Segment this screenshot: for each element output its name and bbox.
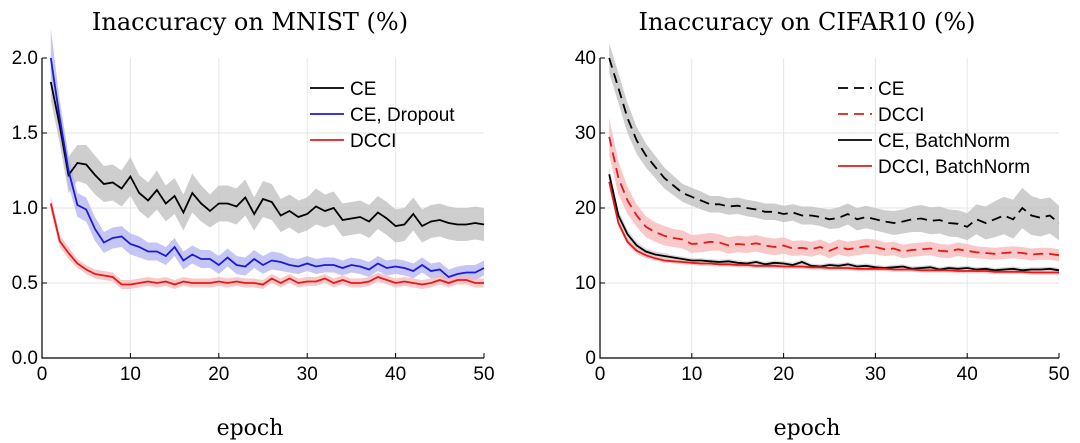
chart-title-mnist: Inaccuracy on MNIST (%)	[92, 8, 408, 36]
y-tick-label: 1.0	[12, 198, 38, 219]
x-tick-label: 40	[385, 364, 406, 385]
legend-label: CE, Dropout	[350, 105, 455, 126]
x-axis-label-mnist: epoch	[217, 416, 284, 441]
x-tick-label: 10	[681, 364, 702, 385]
series-line	[49, 203, 484, 286]
y-tick-label: 40	[575, 48, 596, 69]
x-tick-label: 20	[208, 364, 229, 385]
confidence-band	[50, 64, 485, 243]
confidence-band	[50, 28, 485, 285]
y-tick-label: 1.5	[12, 123, 38, 144]
confidence-band	[609, 43, 1059, 241]
x-tick-label: 10	[120, 364, 141, 385]
legend-label: CE	[878, 79, 904, 100]
y-tick-label: 30	[575, 123, 596, 144]
legend-label: DCCI, BatchNorm	[878, 157, 1030, 178]
x-axis-label-cifar10: epoch	[774, 416, 841, 441]
series-line	[608, 136, 1060, 257]
y-tick-label: 20	[575, 198, 596, 219]
series-line	[608, 57, 1060, 228]
y-tick-label: 0.0	[12, 348, 38, 369]
confidence-band	[609, 118, 1059, 262]
series-line	[608, 181, 1059, 274]
x-tick-label: 40	[957, 364, 978, 385]
legend-label: DCCI	[350, 131, 396, 152]
series-line	[608, 174, 1060, 272]
series-line	[49, 81, 485, 228]
chart-mnist: 0 10 20 30 40 50 0.0 0.5 1.0 1.5 2.0 CE CE, Dropout D…	[12, 28, 495, 385]
x-tick-label: 50	[473, 364, 494, 385]
x-tick-label: 30	[297, 364, 318, 385]
series-line	[49, 57, 485, 279]
chart-cifar10: 0 10 20 30 40 50 0 10 20 30 40 CE DCCI CE, BatchNorm D…	[575, 43, 1070, 385]
y-tick-label: 0	[585, 348, 596, 369]
x-tick-label: 20	[773, 364, 794, 385]
x-tick-label: 0	[595, 364, 606, 385]
legend-label: CE	[350, 79, 376, 100]
chart-title-cifar10: Inaccuracy on CIFAR10 (%)	[638, 8, 975, 36]
y-tick-label: 2.0	[12, 48, 38, 69]
legend: CE DCCI CE, BatchNorm DCCI, BatchNorm	[838, 79, 1030, 178]
legend-label: DCCI	[878, 105, 924, 126]
x-tick-label: 0	[37, 364, 48, 385]
x-tick-label: 50	[1048, 364, 1069, 385]
y-tick-label: 0.5	[12, 273, 38, 294]
legend-label: CE, BatchNorm	[878, 131, 1010, 152]
y-tick-label: 10	[575, 273, 596, 294]
x-tick-label: 30	[865, 364, 886, 385]
legend: CE CE, Dropout DCCI	[310, 79, 455, 152]
